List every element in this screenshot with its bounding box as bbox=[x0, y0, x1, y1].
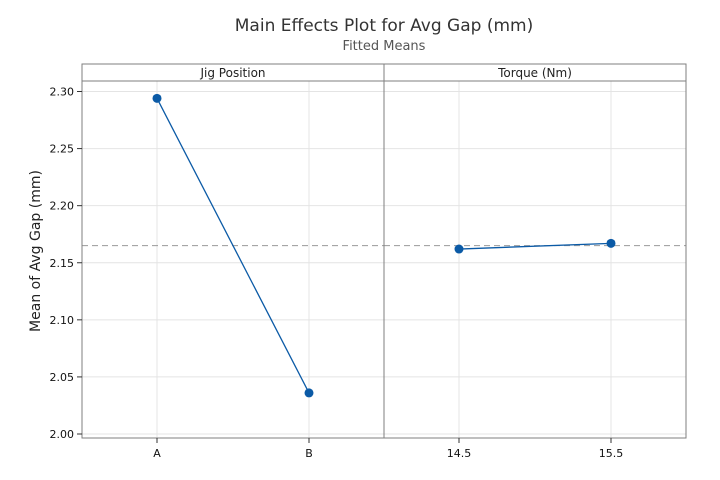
data-point bbox=[152, 93, 162, 103]
chart-subtitle: Fitted Means bbox=[343, 39, 426, 54]
panel-frame bbox=[383, 80, 687, 439]
data-point bbox=[454, 244, 464, 254]
y-tick-label: 2.30 bbox=[50, 86, 75, 99]
panel-frame bbox=[81, 80, 385, 439]
data-point bbox=[606, 238, 616, 248]
y-tick-label: 2.20 bbox=[50, 200, 75, 213]
series-line bbox=[458, 242, 612, 250]
x-tick-label: 14.5 bbox=[447, 447, 472, 460]
panel-label: Torque (Nm) bbox=[497, 66, 572, 80]
series-line bbox=[156, 98, 310, 394]
y-tick-label: 2.25 bbox=[50, 143, 75, 156]
x-tick-label: 15.5 bbox=[599, 447, 624, 460]
y-tick-label: 2.15 bbox=[50, 257, 75, 270]
y-tick-label: 2.10 bbox=[50, 314, 75, 327]
x-tick-label: A bbox=[153, 447, 161, 460]
chart-title: Main Effects Plot for Avg Gap (mm) bbox=[235, 16, 533, 36]
panel-label: Jig Position bbox=[199, 66, 265, 80]
y-axis-label: Mean of Avg Gap (mm) bbox=[28, 170, 44, 332]
data-point bbox=[304, 388, 314, 398]
x-tick-label: B bbox=[305, 447, 313, 460]
y-tick-label: 2.00 bbox=[50, 428, 75, 441]
y-tick-label: 2.05 bbox=[50, 371, 75, 384]
